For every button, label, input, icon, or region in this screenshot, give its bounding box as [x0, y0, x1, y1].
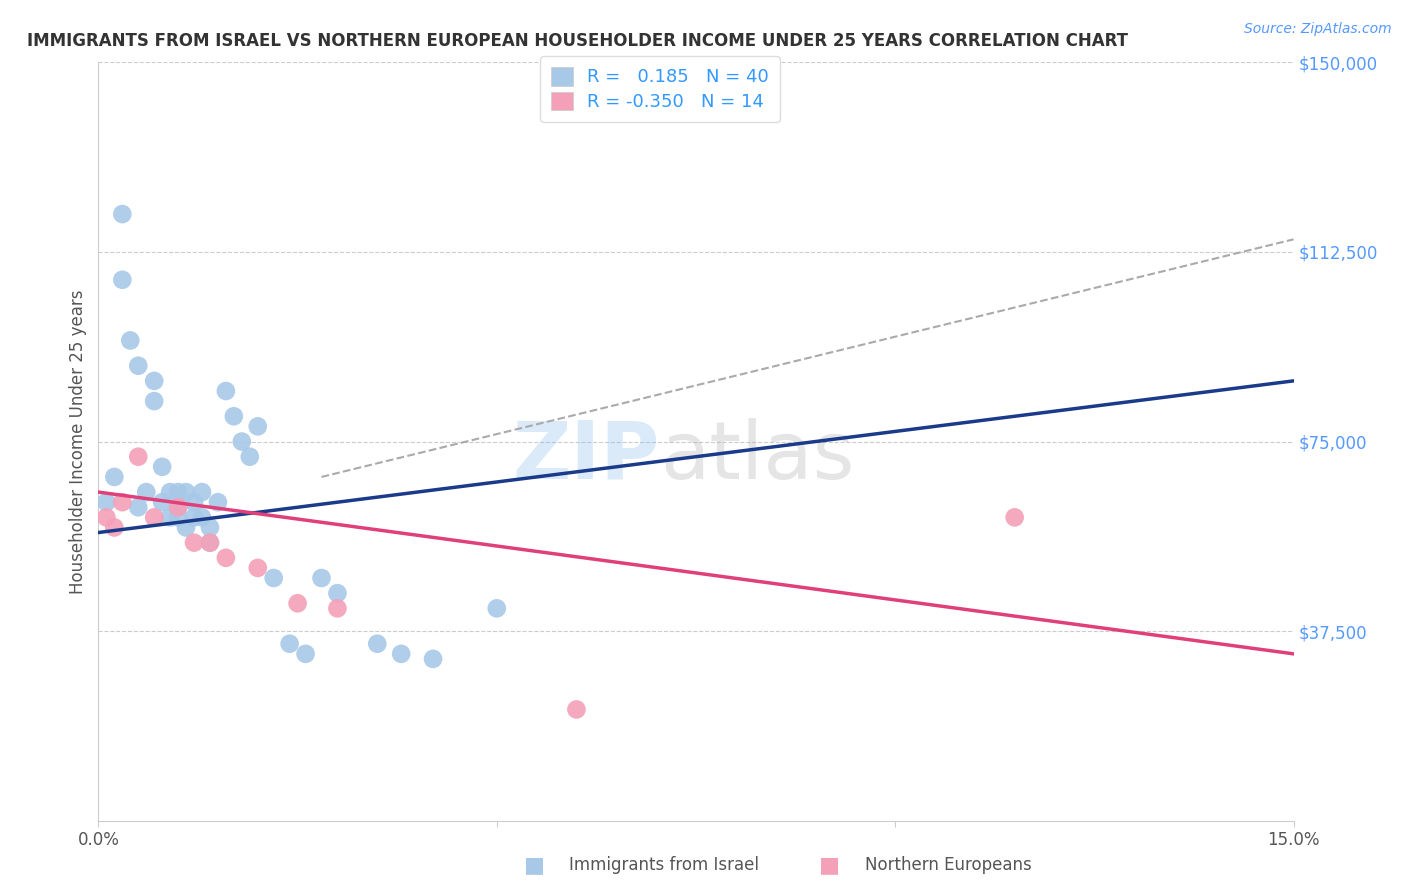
Point — [127, 450, 149, 464]
Y-axis label: Householder Income Under 25 years: Householder Income Under 25 years — [69, 289, 87, 594]
Point — [143, 510, 166, 524]
Text: atlas: atlas — [661, 417, 855, 496]
Point — [207, 495, 229, 509]
Text: Source: ZipAtlas.com: Source: ZipAtlas.com — [1244, 22, 1392, 37]
Point — [159, 485, 181, 500]
Point — [246, 561, 269, 575]
Text: ZIP: ZIP — [513, 417, 661, 496]
Point — [389, 647, 412, 661]
Point — [215, 550, 238, 565]
Point — [143, 394, 166, 409]
Point — [1004, 510, 1026, 524]
Point — [239, 450, 262, 464]
Point — [120, 334, 142, 348]
Legend: R =   0.185   N = 40, R = -0.350   N = 14: R = 0.185 N = 40, R = -0.350 N = 14 — [540, 56, 780, 122]
Text: IMMIGRANTS FROM ISRAEL VS NORTHERN EUROPEAN HOUSEHOLDER INCOME UNDER 25 YEARS CO: IMMIGRANTS FROM ISRAEL VS NORTHERN EUROP… — [27, 32, 1128, 50]
Point — [111, 273, 134, 287]
Point — [191, 510, 214, 524]
Point — [103, 470, 125, 484]
Point — [215, 384, 238, 398]
Point — [174, 520, 197, 534]
Point — [231, 434, 253, 449]
Point — [159, 510, 181, 524]
Point — [127, 359, 149, 373]
Point — [183, 495, 205, 509]
Point — [422, 652, 444, 666]
Point — [311, 571, 333, 585]
Point — [183, 510, 205, 524]
Point — [167, 500, 190, 515]
Point — [111, 207, 134, 221]
Point — [150, 459, 173, 474]
Point — [263, 571, 285, 585]
Point — [96, 510, 118, 524]
Point — [294, 647, 316, 661]
Point — [183, 535, 205, 549]
Point — [198, 520, 221, 534]
Point — [111, 495, 134, 509]
Point — [135, 485, 157, 500]
Point — [278, 637, 301, 651]
Point — [143, 374, 166, 388]
Point — [174, 485, 197, 500]
Text: ■: ■ — [524, 855, 544, 875]
Point — [198, 535, 221, 549]
Point — [167, 500, 190, 515]
Point — [222, 409, 245, 424]
Point — [96, 495, 118, 509]
Point — [246, 419, 269, 434]
Point — [485, 601, 508, 615]
Point — [366, 637, 388, 651]
Text: Northern Europeans: Northern Europeans — [865, 856, 1032, 874]
Point — [150, 495, 173, 509]
Point — [326, 586, 349, 600]
Text: Immigrants from Israel: Immigrants from Israel — [569, 856, 759, 874]
Point — [287, 596, 309, 610]
Point — [103, 520, 125, 534]
Point — [198, 535, 221, 549]
Point — [191, 485, 214, 500]
Point — [167, 485, 190, 500]
Point — [167, 510, 190, 524]
Point — [326, 601, 349, 615]
Point — [127, 500, 149, 515]
Text: ■: ■ — [820, 855, 839, 875]
Point — [565, 702, 588, 716]
